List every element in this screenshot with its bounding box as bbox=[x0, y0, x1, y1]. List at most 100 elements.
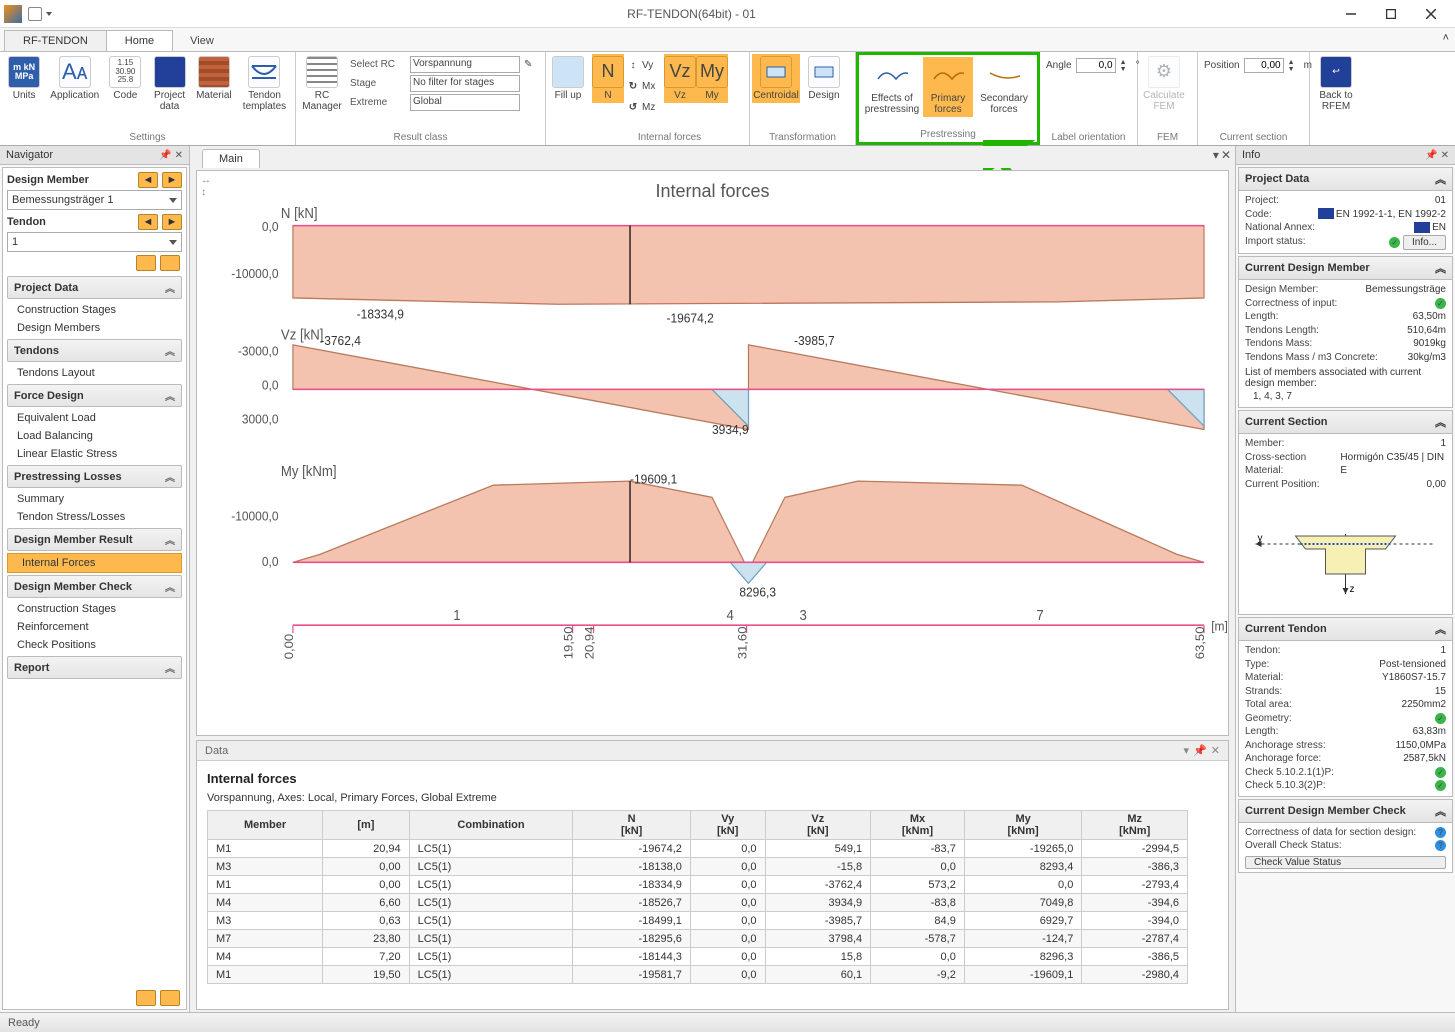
main-tab[interactable]: Main bbox=[202, 149, 260, 168]
design-button[interactable]: Design bbox=[800, 54, 848, 103]
tendon-combo[interactable]: 1 bbox=[7, 232, 182, 252]
chart-expand-h-icon[interactable]: ↔ bbox=[201, 175, 211, 186]
prev-tendon-button[interactable]: ◄ bbox=[138, 214, 158, 230]
collapse-ribbon-icon[interactable]: ˄ bbox=[1443, 32, 1449, 44]
centroidal-icon bbox=[760, 56, 792, 88]
group-label-settings: Settings bbox=[2, 131, 293, 145]
chevron-icon[interactable]: ︽ bbox=[1435, 621, 1446, 637]
tab-home[interactable]: Home bbox=[106, 30, 173, 51]
main-close-icon[interactable]: ✕ bbox=[1221, 148, 1231, 162]
nav-item[interactable]: Tendon Stress/Losses bbox=[3, 508, 186, 526]
pos-down-icon[interactable]: ▼ bbox=[1288, 66, 1300, 73]
close-button[interactable] bbox=[1411, 2, 1451, 26]
nav-bottom-next-button[interactable] bbox=[160, 990, 180, 1006]
current-dm-head: Current Design Member bbox=[1245, 262, 1370, 274]
chevron-icon[interactable]: ︽ bbox=[1435, 414, 1446, 430]
nav-section[interactable]: Design Member Result︽ bbox=[7, 528, 182, 551]
nav-section[interactable]: Report︽ bbox=[7, 656, 182, 679]
n-button[interactable]: NN bbox=[592, 54, 624, 103]
svg-text:19,50: 19,50 bbox=[562, 626, 575, 659]
effects-icon bbox=[876, 59, 908, 91]
select-rc-combo[interactable]: Vorspannung bbox=[410, 56, 520, 73]
my-button[interactable]: MyMy bbox=[696, 54, 728, 103]
mz-icon: ↺ bbox=[626, 100, 640, 114]
design-member-combo[interactable]: Bemessungsträger 1 bbox=[7, 190, 182, 210]
primary-forces-button[interactable]: Primary forces bbox=[923, 57, 973, 117]
minimize-button[interactable] bbox=[1331, 2, 1371, 26]
back-to-rfem-button[interactable]: ↩Back to RFEM bbox=[1312, 54, 1360, 114]
units-button[interactable]: m kNMPaUnits bbox=[2, 54, 46, 103]
centroidal-button[interactable]: Centroidal bbox=[752, 54, 800, 103]
tendon-templates-button[interactable]: Tendon templates bbox=[236, 54, 293, 114]
stage-combo[interactable]: No filter for stages bbox=[410, 75, 520, 92]
group-label-transformation: Transformation bbox=[752, 131, 853, 145]
project-data-button[interactable]: Project data bbox=[148, 54, 192, 114]
secondary-forces-button[interactable]: Secondary forces bbox=[973, 57, 1035, 117]
nav-section[interactable]: Design Member Check︽ bbox=[7, 575, 182, 598]
edit-rc-icon[interactable]: ✎ bbox=[524, 59, 532, 70]
mz-button[interactable]: ↺Mz bbox=[624, 97, 664, 117]
nav-item[interactable]: Construction Stages bbox=[3, 301, 186, 319]
svg-text:0,0: 0,0 bbox=[262, 378, 279, 393]
chevron-icon[interactable]: ︽ bbox=[1435, 171, 1446, 187]
nav-item[interactable]: Equivalent Load bbox=[3, 409, 186, 427]
rc-manager-button[interactable]: RC Manager bbox=[298, 54, 346, 114]
nav-item[interactable]: Design Members bbox=[3, 319, 186, 337]
info-pin-icon[interactable]: 📌 ✕ bbox=[1425, 150, 1449, 161]
nav-prev-button[interactable] bbox=[136, 255, 156, 271]
info-button[interactable]: Info... bbox=[1403, 235, 1446, 251]
effects-prestressing-button[interactable]: Effects of prestressing bbox=[861, 57, 923, 117]
material-button[interactable]: Material bbox=[192, 54, 236, 103]
vy-button[interactable]: ↕Vy bbox=[624, 55, 664, 75]
nav-section[interactable]: Tendons︽ bbox=[7, 339, 182, 362]
tab-rf-tendon[interactable]: RF-TENDON bbox=[4, 30, 107, 51]
data-dropdown-icon[interactable]: ▾ bbox=[1184, 745, 1190, 757]
angle-label: Angle bbox=[1046, 60, 1072, 71]
angle-down-icon[interactable]: ▼ bbox=[1120, 66, 1132, 73]
nav-item[interactable]: Summary bbox=[3, 490, 186, 508]
nav-item[interactable]: Construction Stages bbox=[3, 600, 186, 618]
vz-button[interactable]: VzVz bbox=[664, 54, 696, 103]
application-button[interactable]: AᴀApplication bbox=[46, 54, 103, 103]
tab-view[interactable]: View bbox=[172, 31, 232, 51]
code-icon: 1.1530.9025.8 bbox=[109, 56, 141, 88]
nav-item[interactable]: Tendons Layout bbox=[3, 364, 186, 382]
nav-item[interactable]: Reinforcement bbox=[3, 618, 186, 636]
chart-expand-v-icon[interactable]: ↕ bbox=[201, 187, 211, 198]
mx-button[interactable]: ↻Mx bbox=[624, 76, 664, 96]
code-button[interactable]: 1.1530.9025.8Code bbox=[103, 54, 147, 103]
next-tendon-button[interactable]: ► bbox=[162, 214, 182, 230]
quick-refresh-icon[interactable] bbox=[28, 7, 42, 21]
nav-item[interactable]: Linear Elastic Stress bbox=[3, 445, 186, 463]
data-close-icon[interactable]: ✕ bbox=[1211, 745, 1220, 757]
next-dm-button[interactable]: ► bbox=[162, 172, 182, 188]
data-pin-icon[interactable]: 📌 bbox=[1193, 745, 1207, 757]
prev-dm-button[interactable]: ◄ bbox=[138, 172, 158, 188]
design-icon bbox=[808, 56, 840, 88]
angle-input[interactable] bbox=[1076, 58, 1116, 73]
pin-icon[interactable]: 📌 ✕ bbox=[159, 150, 183, 161]
maximize-button[interactable] bbox=[1371, 2, 1411, 26]
nav-section[interactable]: Project Data︽ bbox=[7, 276, 182, 299]
chevron-icon[interactable]: ︽ bbox=[1435, 803, 1446, 819]
vy-icon: ↕ bbox=[626, 58, 640, 72]
position-input[interactable] bbox=[1244, 58, 1284, 73]
check-value-status-button[interactable]: Check Value Status bbox=[1245, 856, 1446, 869]
nav-section[interactable]: Prestressing Losses︽ bbox=[7, 465, 182, 488]
svg-text:1: 1 bbox=[453, 606, 460, 623]
chevron-icon[interactable]: ︽ bbox=[1435, 260, 1446, 276]
angle-up-icon[interactable]: ▲ bbox=[1120, 59, 1132, 66]
nav-item[interactable]: Check Positions bbox=[3, 636, 186, 654]
fillup-button[interactable]: Fill up bbox=[548, 54, 588, 103]
current-tendon-head: Current Tendon bbox=[1245, 623, 1327, 635]
extreme-combo[interactable]: Global bbox=[410, 94, 520, 111]
nav-bottom-prev-button[interactable] bbox=[136, 990, 156, 1006]
nav-section[interactable]: Force Design︽ bbox=[7, 384, 182, 407]
nav-item[interactable]: Internal Forces bbox=[7, 553, 182, 573]
project-data-head: Project Data bbox=[1245, 173, 1309, 185]
nav-next-button[interactable] bbox=[160, 255, 180, 271]
pos-up-icon[interactable]: ▲ bbox=[1288, 59, 1300, 66]
svg-text:My [kNm]: My [kNm] bbox=[281, 462, 337, 479]
main-dropdown-icon[interactable]: ▾ bbox=[1213, 148, 1219, 162]
nav-item[interactable]: Load Balancing bbox=[3, 427, 186, 445]
